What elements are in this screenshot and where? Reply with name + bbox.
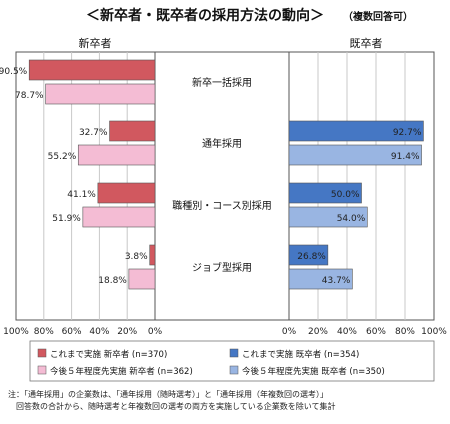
note-line-2: 回答数の合計から、随時選考と年複数回の選考の両方を実施している企業数を除いて集計 bbox=[8, 401, 336, 411]
right-tick-label: 80% bbox=[395, 327, 415, 337]
right-panel-label: 既卒者 bbox=[350, 36, 383, 50]
legend-box bbox=[29, 340, 435, 382]
legend-label: 今後５年程度先実施 新卒者 (n=362) bbox=[50, 366, 193, 377]
left-tick-label: 80% bbox=[34, 327, 54, 337]
legend-swatch bbox=[37, 348, 47, 358]
right-tick-label: 0% bbox=[282, 327, 297, 337]
legend-swatch bbox=[229, 348, 239, 358]
right-tick-label: 20% bbox=[308, 327, 328, 337]
left-bar-label: 55.2% bbox=[48, 152, 77, 162]
left-bar-label: 18.8% bbox=[98, 276, 127, 286]
bar-marks: 90.5% 32.7% 41.1% 3.8% 78.7% 55.2% 51.9% 18.8% 9… bbox=[0, 59, 424, 290]
left-bar bbox=[109, 120, 156, 142]
chart-title: ＜新卒者・既卒者の採用方法の動向＞ bbox=[86, 7, 324, 24]
right-bar-label: 50.0% bbox=[331, 190, 360, 200]
right-bar bbox=[288, 244, 329, 266]
right-tick-label: 100% bbox=[421, 327, 447, 337]
right-bar-label: 54.0% bbox=[337, 214, 366, 224]
legend-label: これまで実施 既卒者 (n=354) bbox=[242, 349, 359, 360]
left-tick-label: 100% bbox=[3, 327, 29, 337]
axis-ticks: 100% 80% 60% 40% 20% 0% 0% 20% 40% 60% 80% 100% bbox=[3, 327, 447, 337]
legend-swatch bbox=[37, 365, 47, 375]
left-bar bbox=[28, 59, 156, 81]
legend-label: これまで実施 新卒者 (n=370) bbox=[50, 349, 167, 360]
left-tick-label: 40% bbox=[89, 327, 109, 337]
left-bar-label: 41.1% bbox=[67, 190, 96, 200]
category-label: ジョブ型採用 bbox=[192, 261, 252, 274]
left-bar-label: 51.9% bbox=[52, 214, 81, 224]
right-bar-label: 43.7% bbox=[322, 276, 351, 286]
chart-subtitle: （複数回答可） bbox=[343, 10, 413, 23]
right-bar-label: 92.7% bbox=[393, 128, 422, 138]
left-tick-label: 60% bbox=[62, 327, 82, 337]
category-label: 新卒一括採用 bbox=[192, 76, 252, 89]
left-bar bbox=[97, 182, 156, 204]
left-bar bbox=[77, 144, 156, 166]
right-bar bbox=[288, 120, 424, 142]
right-bar bbox=[288, 182, 362, 204]
right-bar bbox=[288, 144, 422, 166]
left-bar-label: 3.8% bbox=[125, 252, 148, 262]
left-bar bbox=[128, 268, 156, 290]
legend: これまで実施 新卒者 (n=370) これまで実施 既卒者 (n=354) 今後５年… bbox=[29, 340, 435, 382]
category-label: 通年採用 bbox=[202, 137, 242, 150]
left-tick-label: 20% bbox=[117, 327, 137, 337]
legend-label: 今後５年程度先実施 既卒者 (n=350) bbox=[242, 366, 385, 377]
left-bar bbox=[82, 206, 156, 228]
right-bar-label: 91.4% bbox=[391, 152, 420, 162]
left-bar bbox=[149, 244, 156, 266]
legend-swatch bbox=[229, 365, 239, 375]
left-panel-label: 新卒者 bbox=[79, 36, 112, 50]
left-tick-label: 0% bbox=[148, 327, 163, 337]
left-bar-label: 90.5% bbox=[0, 67, 28, 77]
note-line-1: 注：「通年採用」の企業数は、「通年採用（随時選考）」と「通年採用（年複数回の選考… bbox=[8, 389, 328, 399]
right-bar bbox=[288, 206, 368, 228]
left-bar-label: 32.7% bbox=[79, 128, 108, 138]
category-column bbox=[154, 51, 290, 321]
right-tick-label: 40% bbox=[337, 327, 357, 337]
right-bar-label: 26.8% bbox=[297, 252, 326, 262]
right-tick-label: 60% bbox=[366, 327, 386, 337]
category-label: 職種別・コース別採用 bbox=[172, 199, 272, 212]
left-bar-label: 78.7% bbox=[15, 91, 44, 101]
left-bar bbox=[45, 83, 156, 105]
right-bar bbox=[288, 268, 353, 290]
